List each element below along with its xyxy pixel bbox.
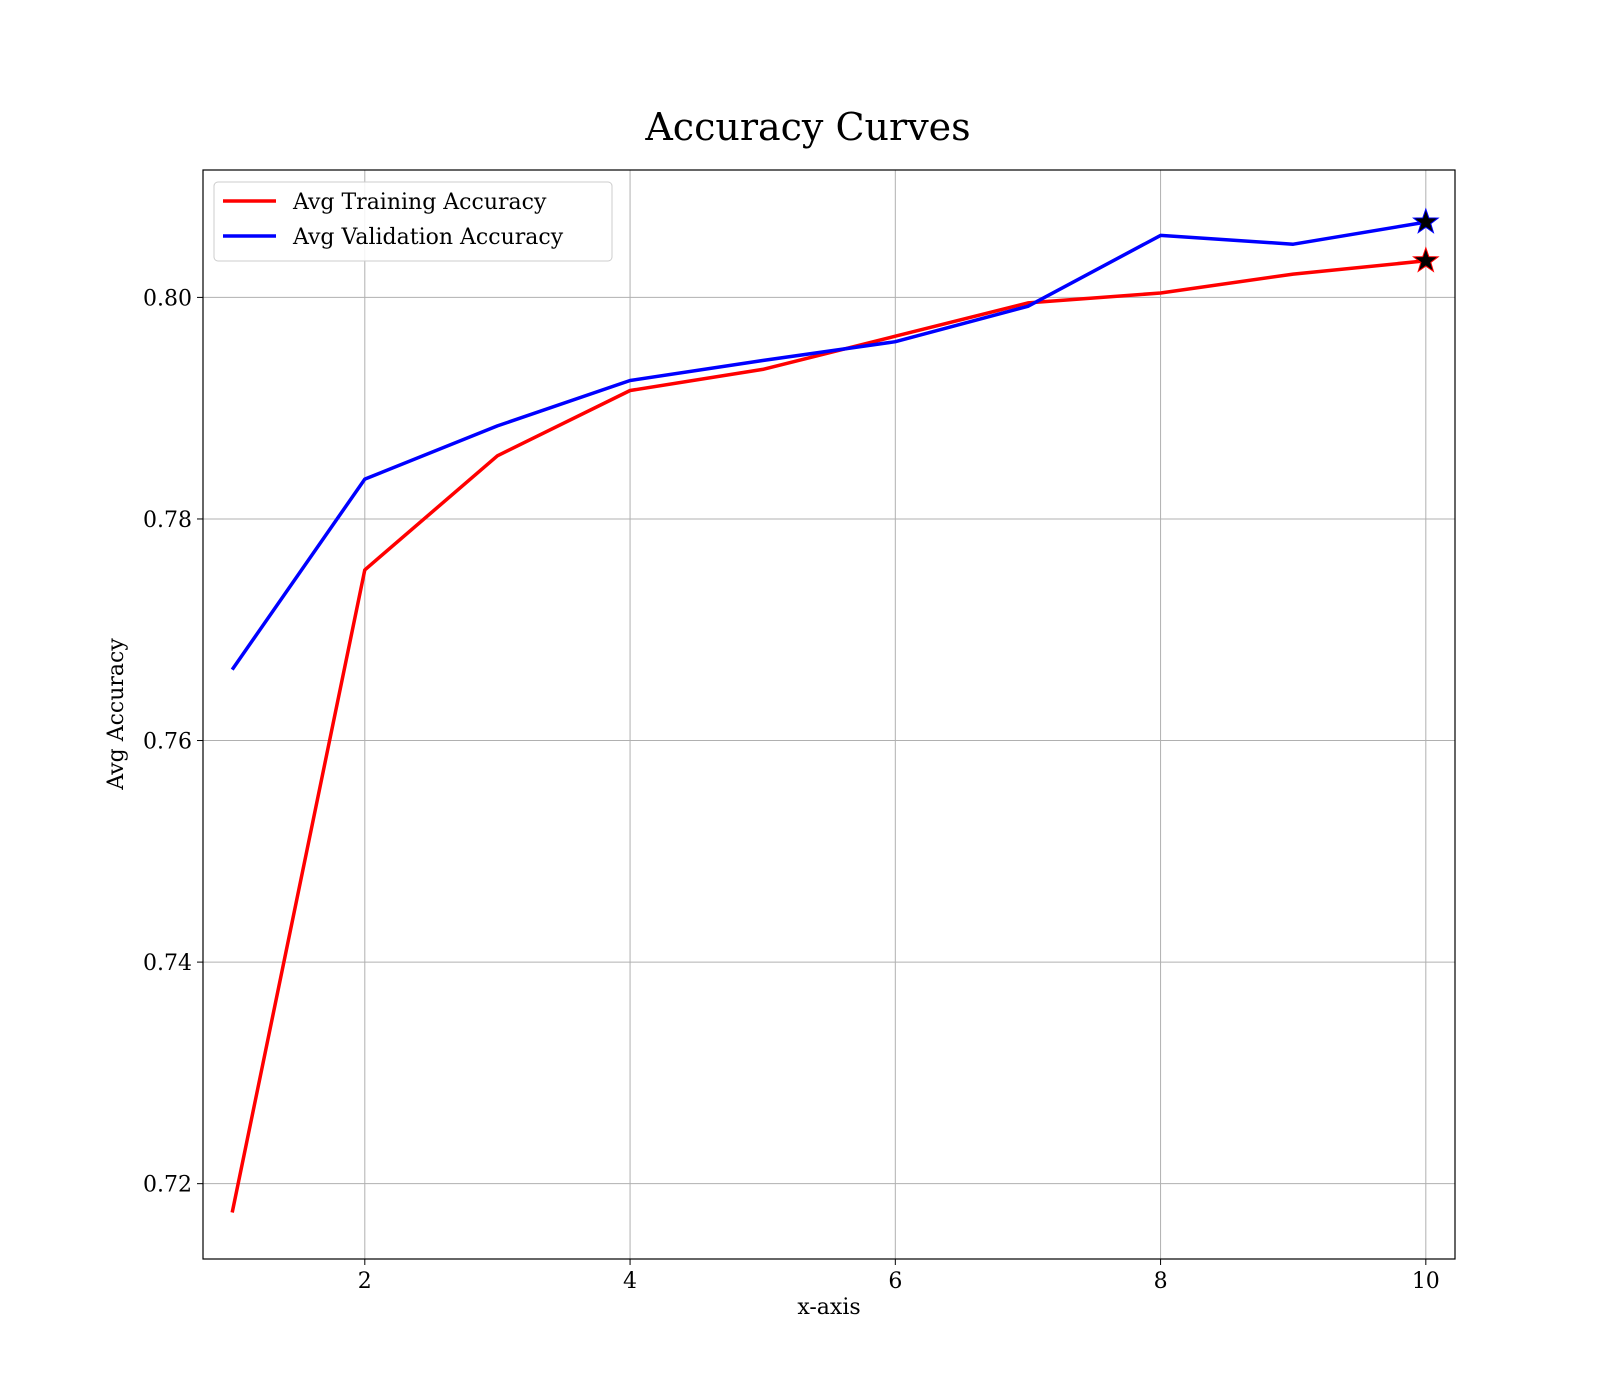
x-tick-label: 6 xyxy=(888,1269,902,1294)
x-tick-label: 10 xyxy=(1412,1269,1440,1294)
legend: Avg Training Accuracy Avg Validation Accu… xyxy=(213,181,613,262)
x-ticks: 2 4 6 8 10 xyxy=(358,1259,1440,1294)
x-axis-label: x-axis xyxy=(797,1295,860,1320)
legend-box xyxy=(213,181,613,262)
legend-label-avg-validation-accuracy: Avg Validation Accuracy xyxy=(292,225,564,250)
avg-validation-accuracy-star-marker xyxy=(1412,207,1440,234)
y-tick-label: 0.74 xyxy=(143,951,192,976)
x-tick-label: 8 xyxy=(1154,1269,1168,1294)
end-markers xyxy=(1412,207,1440,273)
y-tick-label: 0.76 xyxy=(143,730,192,755)
x-tick-label: 4 xyxy=(623,1269,637,1294)
avg-validation-accuracy-line xyxy=(230,220,1427,671)
y-axis-label: Avg Accuracy xyxy=(104,638,129,791)
x-tick-label: 2 xyxy=(358,1269,372,1294)
legend-label-avg-training-accuracy: Avg Training Accuracy xyxy=(292,190,547,215)
y-tick-label: 0.78 xyxy=(143,508,192,533)
chart-title: Accuracy Curves xyxy=(644,105,970,149)
y-ticks: 0.72 0.74 0.76 0.78 0.80 xyxy=(143,286,203,1198)
plot-frame xyxy=(202,169,1456,1260)
avg-training-accuracy-star-marker xyxy=(1412,246,1440,273)
series-lines xyxy=(230,220,1427,1213)
y-tick-label: 0.80 xyxy=(143,286,192,311)
y-tick-label: 0.72 xyxy=(143,1173,192,1198)
avg-training-accuracy-line xyxy=(230,259,1426,1213)
grid xyxy=(203,170,1455,1259)
